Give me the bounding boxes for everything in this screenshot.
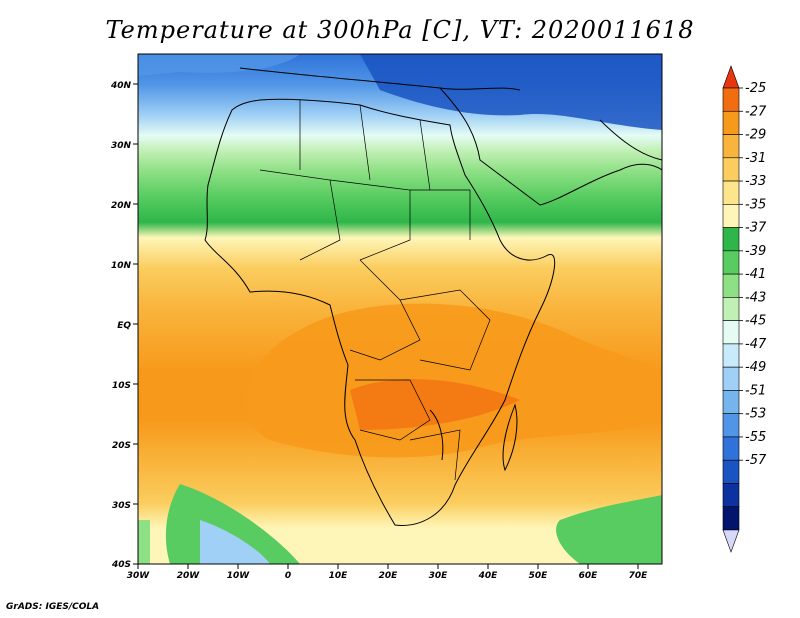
colorbar-swatch xyxy=(722,413,740,438)
lat-label: 40S xyxy=(111,560,131,570)
colorbar-bottom-arrow xyxy=(722,529,740,553)
colorbar-swatch xyxy=(722,506,740,531)
colorbar-top-arrow xyxy=(722,65,740,89)
colorbar-swatch xyxy=(722,297,740,321)
colorbar-label: -45 xyxy=(745,314,766,329)
colorbar-swatch xyxy=(722,227,740,252)
colorbar-swatch xyxy=(722,390,740,414)
colorbar xyxy=(722,65,740,553)
country-borders xyxy=(259,100,491,481)
axis-ticks xyxy=(133,83,639,569)
lon-label: 10E xyxy=(329,571,349,581)
colorbar-swatch xyxy=(722,343,740,368)
colorbar-swatch xyxy=(722,459,740,484)
colorbar-label: -33 xyxy=(745,174,766,189)
lat-label: 10S xyxy=(112,381,131,391)
temperature-field xyxy=(138,54,662,564)
map-frame xyxy=(137,53,663,565)
colorbar-swatch xyxy=(722,483,740,508)
colorbar-label: -51 xyxy=(745,383,766,398)
colorbar-swatch xyxy=(722,157,740,182)
lat-label: 20N xyxy=(111,201,132,211)
colorbar-swatch xyxy=(722,204,740,228)
lon-label: 0 xyxy=(285,571,291,581)
colorbar-label: -55 xyxy=(745,430,766,445)
grads-credit: GrADS: IGES/COLA xyxy=(6,602,100,612)
lon-label: 20E xyxy=(379,571,399,581)
colorbar-label: -29 xyxy=(745,128,766,143)
lon-label: 70E xyxy=(629,571,649,581)
colorbar-swatch xyxy=(722,180,740,205)
lat-label: 40N xyxy=(110,81,132,91)
colorbar-label: -31 xyxy=(745,151,766,166)
colorbar-label: -43 xyxy=(745,290,766,305)
colorbar-swatch xyxy=(722,273,740,298)
lat-label: 30S xyxy=(112,501,131,511)
lon-label: 10W xyxy=(227,571,251,581)
lon-label: 20W xyxy=(177,571,201,581)
colorbar-label: -47 xyxy=(745,337,767,352)
colorbar-label: -35 xyxy=(745,197,766,212)
longitude-labels: 30W 20W 10W 0 10E 20E 30E 40E 50E 60E 70… xyxy=(127,571,648,581)
colorbar-label: -37 xyxy=(745,221,767,236)
coastlines xyxy=(204,67,662,526)
lat-label: 30N xyxy=(111,141,132,151)
colorbar-labels: -25 -27 -29 -31 -33 -35 -37 -39 -41 -43 -45 -47 -49 -… xyxy=(739,81,767,468)
colorbar-label: -57 xyxy=(745,453,767,468)
lon-label: 50E xyxy=(529,571,549,581)
colorbar-label: -53 xyxy=(745,407,766,422)
colorbar-label: -25 xyxy=(745,81,766,96)
colorbar-swatch xyxy=(722,250,740,275)
lat-label: 10N xyxy=(111,261,132,271)
colorbar-swatch xyxy=(722,320,740,345)
colorbar-label: -41 xyxy=(745,267,766,282)
colorbar-swatch xyxy=(722,436,740,461)
lon-label: 40E xyxy=(478,571,499,581)
colorbar-label: -39 xyxy=(745,244,766,259)
lat-label: 20S xyxy=(112,441,131,451)
colorbar-swatch xyxy=(722,87,740,112)
lon-label: 30W xyxy=(127,571,151,581)
lat-label: EQ xyxy=(117,321,131,331)
colorbar-label: -49 xyxy=(745,360,766,375)
lon-label: 60E xyxy=(579,571,599,581)
colorbar-swatch xyxy=(722,110,740,135)
colorbar-swatch xyxy=(722,366,740,391)
lon-label: 30E xyxy=(429,571,449,581)
colorbar-label: -27 xyxy=(745,104,767,119)
colorbar-swatch xyxy=(722,134,740,159)
latitude-labels: 40N 30N 20N 10N EQ 10S 20S 30S 40S xyxy=(110,81,132,570)
map-title: Temperature at 300hPa [C], VT: 202001161… xyxy=(105,16,695,44)
